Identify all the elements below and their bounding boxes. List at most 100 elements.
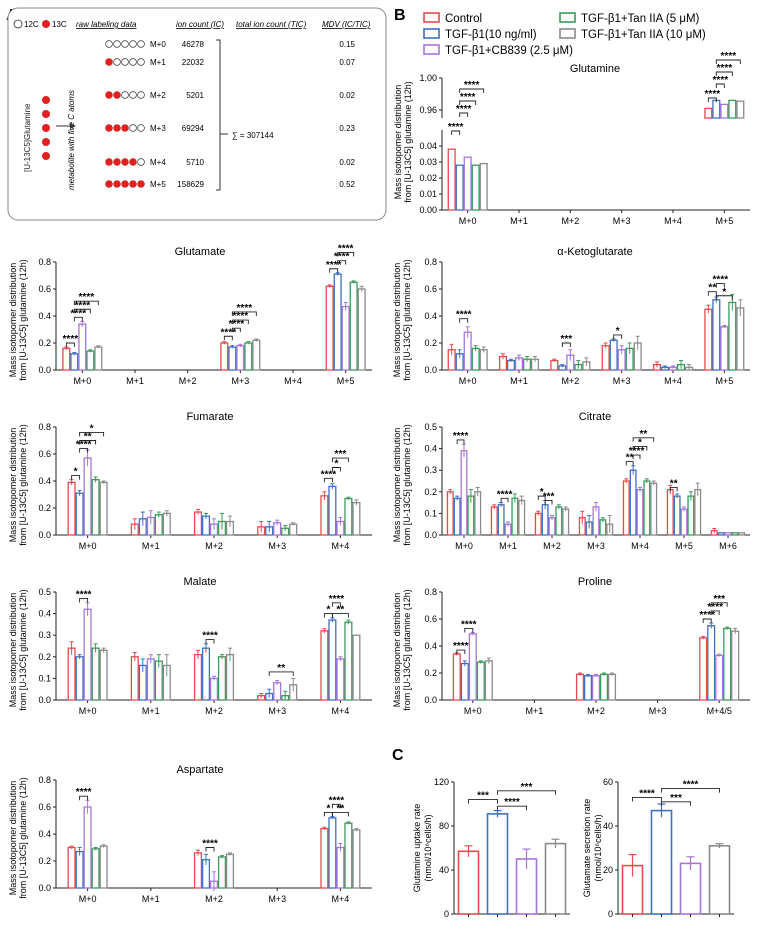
significance-bracket xyxy=(323,477,333,483)
bar xyxy=(162,512,171,536)
significance-bracket xyxy=(223,335,233,341)
y-tick-label: 0.0 xyxy=(424,530,437,540)
bar xyxy=(130,656,139,701)
significance-bracket xyxy=(661,801,691,806)
bar xyxy=(352,829,361,889)
significance-bracket xyxy=(500,497,509,503)
bar xyxy=(575,673,585,701)
significance-label: **** xyxy=(202,839,218,850)
bar xyxy=(484,660,493,701)
bar xyxy=(83,806,92,889)
significance-label: **** xyxy=(699,610,715,621)
x-tick-label: M+3 xyxy=(268,894,286,904)
y-tick-label: 0.4 xyxy=(38,311,51,321)
y-tick-label: 0.04 xyxy=(419,141,437,151)
x-tick-label: M+4 xyxy=(332,706,350,716)
x-tick-label: M+5 xyxy=(675,541,693,551)
significance-label: ** xyxy=(84,432,92,443)
significance-bracket xyxy=(331,467,341,472)
mdv-value: 0.02 xyxy=(339,91,355,100)
legend-12c: 12C xyxy=(24,20,39,29)
glutamine-carbon-icon xyxy=(42,124,50,132)
significance-bracket xyxy=(613,334,623,339)
significance-bracket xyxy=(497,805,527,811)
bar xyxy=(344,621,353,701)
x-tick-label: M+3 xyxy=(613,216,631,226)
chart-title: Malate xyxy=(183,576,216,588)
bar xyxy=(712,299,721,371)
carbon-dot-icon xyxy=(129,180,137,188)
carbon-dot-icon xyxy=(113,158,121,166)
significance-bracket xyxy=(331,602,341,607)
significance-label: *** xyxy=(560,334,572,345)
significance-bracket xyxy=(710,610,720,615)
carbon-dot-icon xyxy=(113,124,121,132)
bar xyxy=(83,457,92,536)
significance-label: **** xyxy=(221,327,237,338)
significance-label: **** xyxy=(71,308,87,319)
significance-label: * xyxy=(334,459,338,470)
significance-label: **** xyxy=(707,602,723,613)
bar xyxy=(460,450,468,536)
isotopomer-label: M+3 xyxy=(150,124,166,133)
significance-label: **** xyxy=(461,619,477,630)
chart-glutamate: Glutamate 0.0 0.2 0.4 0.6 0.8 M+0 M+1 M+2 M+3 M+4 M… xyxy=(38,244,372,386)
x-tick-label: M+2 xyxy=(561,376,579,386)
y-axis-label-line2: from [U-13C5] glutamine (12h) xyxy=(402,259,412,381)
significance-label: **** xyxy=(683,780,699,791)
bar xyxy=(541,504,549,536)
bar xyxy=(643,480,651,536)
bar xyxy=(715,654,724,701)
significance-label: **** xyxy=(453,641,469,652)
isotopomer-label: M+0 xyxy=(150,40,166,49)
bar xyxy=(712,99,721,119)
y-axis-label: Glutamine uptake rate xyxy=(412,804,422,893)
x-tick-label: M+2 xyxy=(179,376,197,386)
x-tick-label: M+0 xyxy=(79,706,97,716)
y-tick-label: 0.0 xyxy=(424,695,437,705)
significance-bracket xyxy=(331,803,341,809)
bar xyxy=(694,488,702,536)
significance-label: ** xyxy=(277,663,285,674)
mdv-value: 0.52 xyxy=(339,180,355,189)
bar xyxy=(731,532,739,536)
bar xyxy=(67,481,76,536)
significance-label: **** xyxy=(329,594,345,605)
bar xyxy=(650,482,658,536)
x-tick-label: M+2 xyxy=(205,706,223,716)
bar xyxy=(201,515,211,536)
significance-bracket xyxy=(71,475,81,480)
metabolite-label: metabolite with five C atoms xyxy=(67,90,76,190)
bar xyxy=(468,633,477,701)
significance-bracket xyxy=(79,440,97,445)
significance-bracket xyxy=(715,283,725,288)
legend-label: TGF-β1+CB839 (2.5 μM) xyxy=(445,45,573,57)
x-tick-label: M+1 xyxy=(510,216,528,226)
significance-label: **** xyxy=(202,631,218,642)
carbon-dot-icon xyxy=(137,58,145,66)
bar xyxy=(490,506,498,536)
bar xyxy=(225,853,235,889)
significance-label: ** xyxy=(626,453,634,464)
bar xyxy=(463,156,472,211)
carbon-dot-icon xyxy=(129,58,137,66)
carbon-dot-icon xyxy=(105,58,113,66)
x-tick-label: M+2 xyxy=(587,706,605,716)
significance-label: **** xyxy=(76,589,92,600)
col-header-raw: raw labeling data xyxy=(76,20,137,29)
x-tick-label: M+1 xyxy=(499,541,517,551)
significance-bracket xyxy=(632,796,662,802)
bar xyxy=(583,675,593,701)
bar xyxy=(479,349,488,371)
bar xyxy=(736,307,745,371)
significance-label: *** xyxy=(670,793,682,804)
y-axis-label: Mass isotopomer distribution xyxy=(392,593,402,708)
y-axis-label: Mass isotopomer distribution xyxy=(8,781,18,896)
bar xyxy=(679,862,702,915)
significance-bracket xyxy=(205,847,215,852)
carbon-dot-icon xyxy=(129,40,137,48)
bar xyxy=(86,350,95,371)
bar xyxy=(550,359,559,371)
carbon-dot-icon xyxy=(137,158,145,166)
